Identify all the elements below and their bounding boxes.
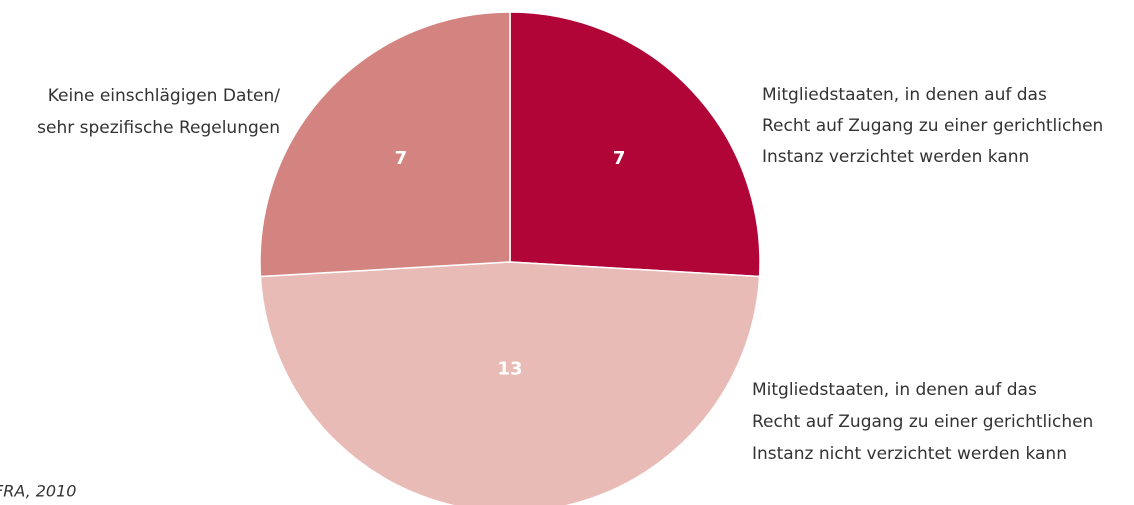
pie-slice bbox=[259, 261, 761, 505]
source: FRA, 2010 bbox=[0, 482, 76, 501]
pie-slice bbox=[509, 11, 761, 278]
category-label: Recht auf Zugang zu einer gerichtlichen bbox=[762, 116, 1103, 136]
category-label: Mitgliedstaaten, in denen auf das bbox=[762, 85, 1047, 105]
category-label: Recht auf Zugang zu einer gerichtlichen bbox=[752, 412, 1093, 432]
value-label: 7 bbox=[395, 148, 408, 169]
pie-slice bbox=[259, 11, 511, 278]
value-label: 7 bbox=[613, 148, 626, 169]
category-label: Instanz verzichtet werden kann bbox=[762, 147, 1029, 167]
value-label: 13 bbox=[497, 359, 522, 380]
category-label: sehr spezifische Regelungen bbox=[37, 118, 280, 138]
category-label: Keine einschlägigen Daten/ bbox=[48, 86, 281, 106]
category-label: Instanz nicht verzichtet werden kann bbox=[752, 444, 1067, 464]
category-label: Mitgliedstaaten, in denen auf das bbox=[752, 380, 1037, 400]
